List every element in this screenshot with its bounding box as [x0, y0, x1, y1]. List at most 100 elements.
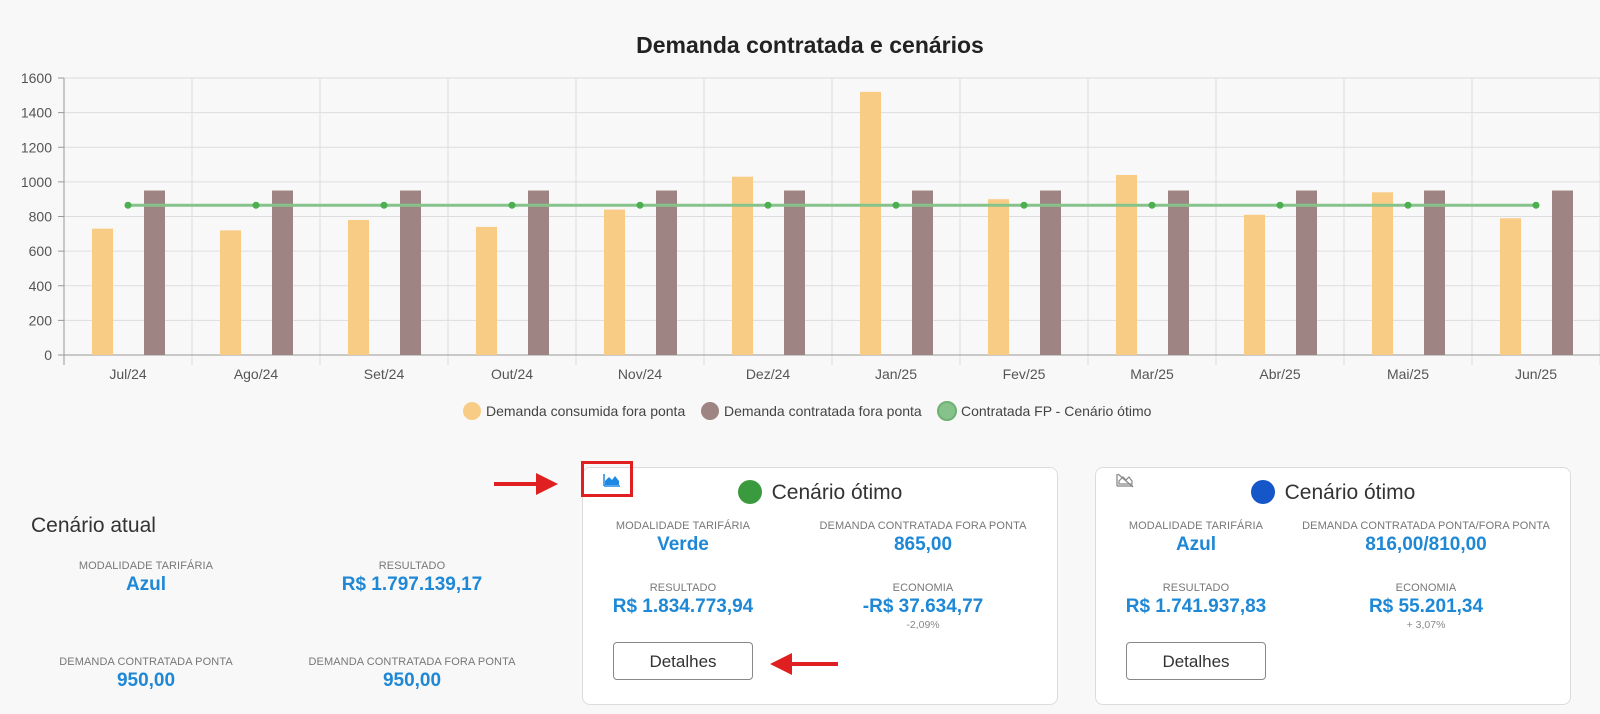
bar-contratada — [1040, 190, 1061, 355]
x-tick-label: Set/24 — [364, 366, 405, 382]
x-tick-label: Fev/25 — [1003, 366, 1046, 382]
scenario-point — [1532, 201, 1540, 209]
card-resultado: RESULTADO R$ 1.834.773,94 — [603, 582, 763, 618]
x-tick-label: Nov/24 — [618, 366, 663, 382]
current-scenario-panel: Cenário atual MODALIDADE TARIFÁRIA Azul … — [0, 500, 560, 714]
current-modalidade: MODALIDADE TARIFÁRIA Azul — [56, 560, 236, 596]
legend-label: Demanda consumida fora ponta — [486, 403, 685, 419]
legend-swatch — [937, 401, 957, 421]
scenario-point — [380, 201, 388, 209]
bar-consumida — [732, 176, 753, 355]
scenario-point — [892, 201, 900, 209]
current-demanda-ponta: DEMANDA CONTRATADA PONTA 950,00 — [46, 656, 246, 692]
bar-consumida — [604, 209, 625, 355]
legend-label: Demanda contratada fora ponta — [724, 403, 922, 419]
annotation-arrow-right — [494, 473, 558, 495]
bar-consumida — [1372, 192, 1393, 355]
chart-title: Demanda contratada e cenários — [636, 32, 984, 58]
card-economia-pct: + 3,07% — [1406, 619, 1446, 631]
bar-consumida — [220, 230, 241, 355]
chart-hidden-icon[interactable] — [1116, 472, 1134, 488]
card-title: Cenário ótimo — [583, 480, 1057, 505]
y-tick-label: 1600 — [21, 70, 52, 86]
scenario-point — [636, 201, 644, 209]
bar-contratada — [144, 190, 165, 355]
x-tick-label: Dez/24 — [746, 366, 791, 382]
bar-contratada — [272, 190, 293, 355]
card-modalidade: MODALIDADE TARIFÁRIA Verde — [603, 520, 763, 556]
annotation-highlight-box — [581, 461, 633, 497]
card-demanda-label: DEMANDA CONTRATADA FORA PONTA — [819, 520, 1027, 532]
bar-consumida — [988, 199, 1009, 355]
bar-contratada — [656, 190, 677, 355]
current-demanda-ponta-value: 950,00 — [116, 670, 176, 691]
bar-contratada — [1552, 190, 1573, 355]
card-resultado-label: RESULTADO — [1162, 582, 1230, 594]
current-demanda-fora-ponta: DEMANDA CONTRATADA FORA PONTA 950,00 — [302, 656, 522, 692]
card-economia: ECONOMIA -R$ 37.634,77 -2,09% — [833, 582, 1013, 631]
bar-contratada — [912, 190, 933, 355]
legend-label: Contratada FP - Cenário ótimo — [961, 403, 1152, 419]
status-dot — [737, 480, 762, 504]
x-tick-label: Ago/24 — [234, 366, 279, 382]
card-resultado: RESULTADO R$ 1.741.937,83 — [1116, 582, 1276, 618]
details-button[interactable]: Detalhes — [1126, 642, 1266, 680]
current-demanda-fora-ponta-value: 950,00 — [382, 670, 442, 691]
bar-consumida — [1116, 174, 1137, 355]
x-tick-label: Jun/25 — [1515, 366, 1557, 382]
x-tick-label: Jul/24 — [109, 366, 147, 382]
scenario-point — [764, 201, 772, 209]
current-scenario-title: Cenário atual — [31, 514, 156, 537]
card-demanda: DEMANDA CONTRATADA FORA PONTA 865,00 — [813, 520, 1033, 556]
bar-contratada — [528, 190, 549, 355]
card-modalidade-value: Azul — [1175, 534, 1217, 555]
legend-swatch — [463, 402, 481, 420]
card-resultado-value: R$ 1.741.937,83 — [1125, 596, 1267, 617]
bar-consumida — [348, 219, 369, 355]
card-economia-label: ECONOMIA — [1395, 582, 1457, 594]
y-tick-label: 800 — [29, 209, 53, 225]
card-economia-label: ECONOMIA — [892, 582, 954, 594]
bar-consumida — [860, 91, 881, 355]
current-demanda-ponta-label: DEMANDA CONTRATADA PONTA — [59, 656, 233, 668]
status-dot — [1250, 480, 1275, 504]
card-economia-value: -R$ 37.634,77 — [862, 596, 984, 617]
card-modalidade-label: MODALIDADE TARIFÁRIA — [1128, 520, 1264, 532]
details-button[interactable]: Detalhes — [613, 642, 753, 680]
bar-consumida — [1244, 214, 1265, 355]
bar-contratada — [400, 190, 421, 355]
card-economia-pct: -2,09% — [906, 619, 940, 631]
scenario-point — [1404, 201, 1412, 209]
card-resultado-value: R$ 1.834.773,94 — [612, 596, 754, 617]
card-modalidade-value: Verde — [657, 534, 709, 555]
demand-chart: Demanda contratada e cenários Jul/24 Ago/… — [21, 32, 1600, 421]
current-resultado: RESULTADO R$ 1.797.139,17 — [322, 560, 502, 596]
bar-consumida — [476, 226, 497, 355]
scenario-point — [508, 201, 516, 209]
y-tick-label: 600 — [29, 243, 53, 259]
bar-contratada — [1424, 190, 1445, 355]
card-modalidade: MODALIDADE TARIFÁRIA Azul — [1116, 520, 1276, 556]
bar-consumida — [92, 228, 113, 355]
card-demanda-value: 865,00 — [893, 534, 953, 555]
y-tick-label: 1400 — [21, 105, 52, 121]
scenario-card-blue: Cenário ótimo MODALIDADE TARIFÁRIA Azul … — [1095, 467, 1571, 705]
card-economia-value: R$ 55.201,34 — [1368, 596, 1484, 617]
scenario-point — [1276, 201, 1284, 209]
x-tick-label: Out/24 — [491, 366, 533, 382]
area-chart-icon[interactable] — [603, 472, 621, 488]
card-resultado-label: RESULTADO — [649, 582, 717, 594]
x-tick-label: Abr/25 — [1259, 366, 1300, 382]
bar-consumida — [1500, 218, 1521, 355]
annotation-arrow-left — [770, 653, 838, 675]
scenario-point — [1148, 201, 1156, 209]
card-title: Cenário ótimo — [1096, 480, 1570, 505]
bar-contratada — [1168, 190, 1189, 355]
card-economia: ECONOMIA R$ 55.201,34 + 3,07% — [1336, 582, 1516, 631]
current-demanda-fora-ponta-label: DEMANDA CONTRATADA FORA PONTA — [308, 656, 516, 668]
y-tick-label: 0 — [44, 347, 52, 363]
y-tick-label: 1000 — [21, 174, 52, 190]
bar-contratada — [784, 190, 805, 355]
scenario-point — [1020, 201, 1028, 209]
y-tick-label: 200 — [29, 312, 53, 328]
